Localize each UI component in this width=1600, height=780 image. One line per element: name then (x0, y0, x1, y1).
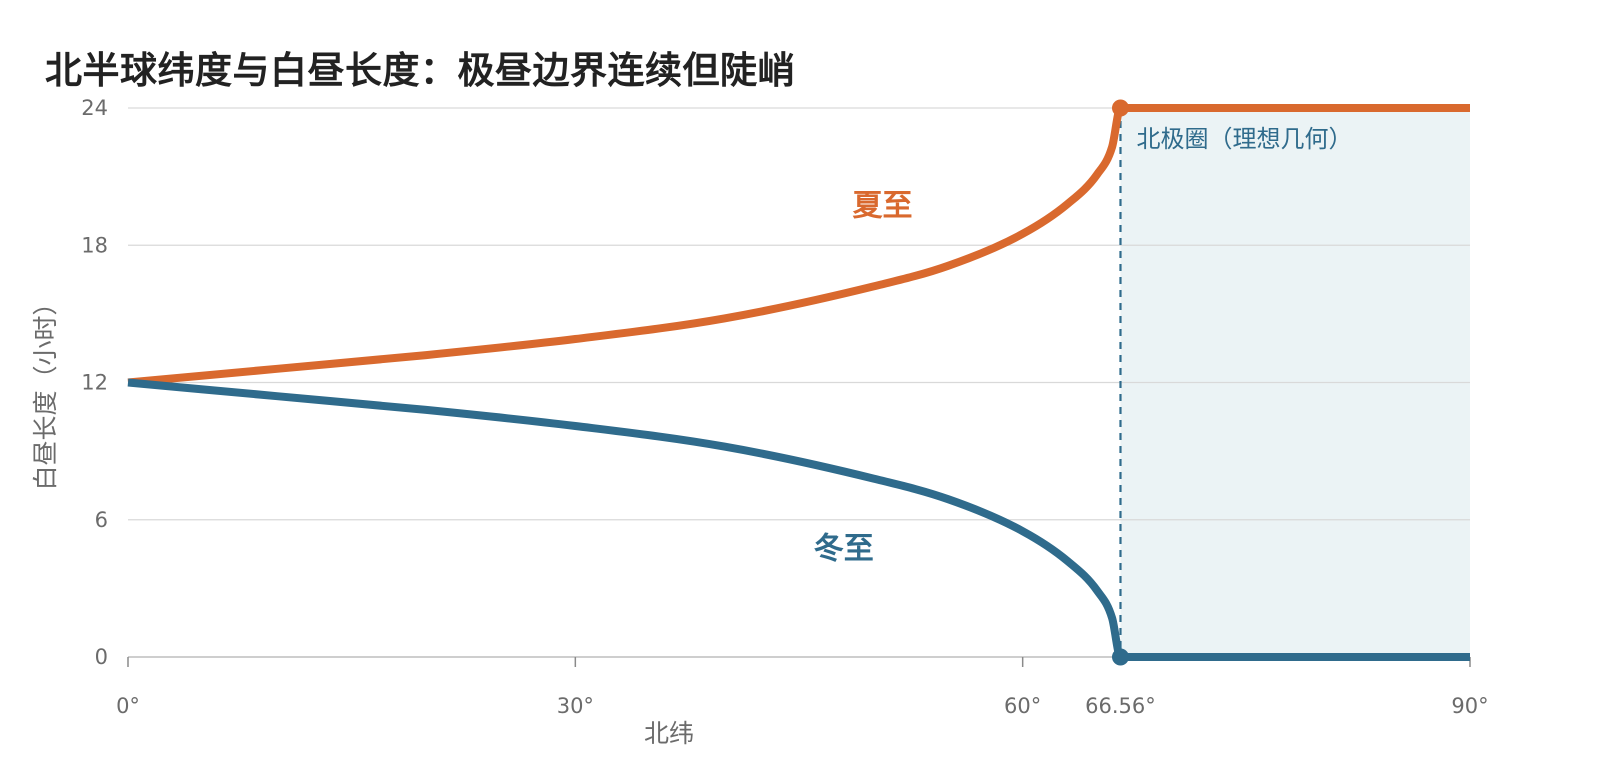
series-label-winter: 冬至 (814, 532, 874, 567)
x-tick-label: 30° (557, 694, 594, 718)
x-tick-label: 60° (1004, 694, 1041, 718)
x-axis-title: 北纬 (644, 719, 694, 748)
arctic-circle-label: 北极圈（理想几何） (1136, 125, 1352, 153)
series-label-summer: 夏至 (853, 189, 913, 224)
y-tick-label: 18 (81, 233, 108, 257)
y-axis-title: 白昼长度（小时） (31, 290, 60, 490)
boundary-point-winter (1111, 648, 1129, 666)
chart-title: 北半球纬度与白昼长度：极昼边界连续但陡峭 (45, 49, 795, 92)
boundary-point-summer (1111, 99, 1129, 117)
series-line-summer (127, 103, 1470, 387)
series-line-winter (127, 378, 1470, 662)
y-tick-label: 6 (95, 508, 108, 532)
x-tick-label: 0° (116, 694, 140, 718)
y-tick-label: 0 (95, 645, 108, 669)
x-tick-label: 66.56° (1085, 694, 1156, 718)
x-tick-label: 90° (1451, 694, 1488, 718)
y-tick-label: 12 (81, 371, 108, 395)
y-tick-label: 24 (81, 96, 108, 120)
